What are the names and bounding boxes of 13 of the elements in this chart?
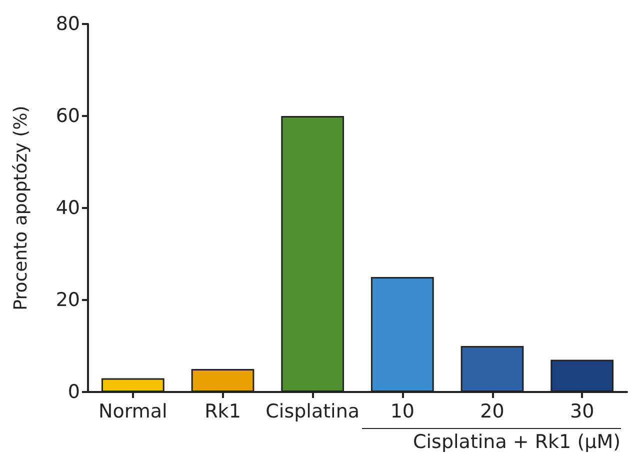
x-tick-label: 30 xyxy=(570,400,594,422)
y-tick-label: 20 xyxy=(56,289,80,311)
x-tick-label: Rk1 xyxy=(204,400,241,422)
y-tick-label: 60 xyxy=(56,105,80,127)
x-tick-label: Cisplatina xyxy=(266,400,360,422)
x-tick-label: 10 xyxy=(390,400,415,422)
y-tick-label: 40 xyxy=(56,197,80,219)
y-axis-title: Procento apoptózy (%) xyxy=(10,106,32,310)
y-tick-label: 80 xyxy=(56,13,80,35)
x-tick-label: 20 xyxy=(480,400,504,422)
x-axis-title: Cisplatina + Rk1 (µM) xyxy=(362,428,620,453)
x-tick-label: Normal xyxy=(98,400,168,422)
y-tick-label: 0 xyxy=(68,381,80,403)
